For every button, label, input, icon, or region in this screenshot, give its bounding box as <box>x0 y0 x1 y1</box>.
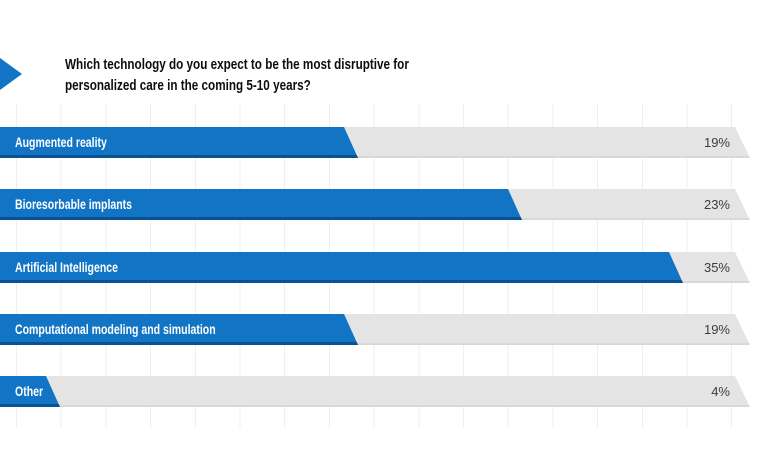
bar-fill <box>0 127 358 158</box>
chart-title-line-2: personalized care in the coming 5-10 yea… <box>65 77 311 94</box>
value-label: 23% <box>703 197 730 212</box>
bar-label: Augmented reality <box>15 135 107 150</box>
bar-row: Other 4% <box>0 376 750 407</box>
chart-title-line-1: Which technology do you expect to be the… <box>65 56 409 73</box>
bar-row: Artificial Intelligence 35% <box>0 252 750 283</box>
bar-row: Augmented reality 19% <box>0 127 750 158</box>
bar-label: Computational modeling and simulation <box>15 322 216 337</box>
value-label: 4% <box>711 384 730 399</box>
title-arrow-icon <box>0 58 22 90</box>
bar-row: Bioresorbable implants 23% <box>0 189 750 220</box>
bar-fill <box>0 252 683 283</box>
bar-row: Computational modeling and simulation 19… <box>0 314 750 345</box>
value-label: 19% <box>703 135 730 150</box>
bar-label: Other <box>15 384 44 399</box>
bar-label: Artificial Intelligence <box>15 260 118 275</box>
chart-title: Which technology do you expect to be the… <box>65 54 565 96</box>
bar-fill <box>0 314 358 345</box>
bar-track <box>0 376 750 407</box>
value-label: 35% <box>703 260 730 275</box>
bar-fill <box>0 189 522 220</box>
value-label: 19% <box>703 322 730 337</box>
bar-label: Bioresorbable implants <box>15 197 133 212</box>
